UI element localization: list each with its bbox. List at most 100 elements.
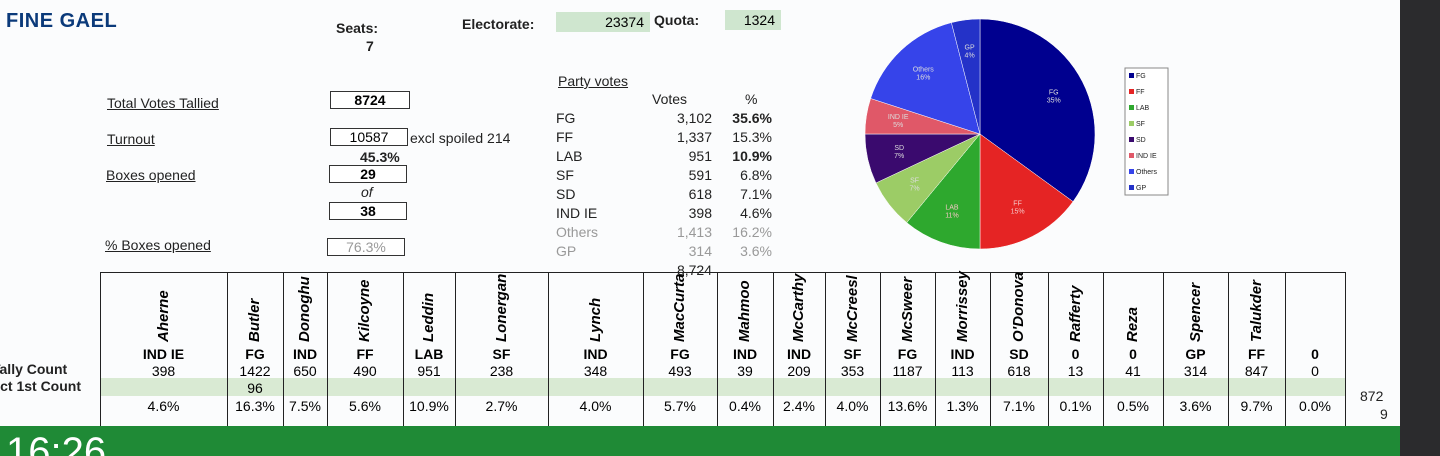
- candidate-tally: 353: [840, 363, 865, 379]
- candidate-tally: 209: [787, 363, 811, 379]
- party-votes: 314: [688, 243, 712, 259]
- party-pct: 10.9%: [732, 148, 772, 164]
- spoiled: excl spoiled 214: [410, 130, 511, 146]
- legend-swatch: [1129, 89, 1134, 94]
- candidate-name: Morrissey: [953, 271, 971, 342]
- turnout-label: Turnout: [107, 131, 155, 147]
- slice-value: 16%: [916, 74, 930, 81]
- candidate-share: 7.5%: [289, 398, 321, 414]
- candidate-party: 0: [1129, 346, 1137, 362]
- party-name: FF: [556, 129, 574, 145]
- candidate-share: 4.0%: [579, 398, 612, 414]
- candidate-share: 0.5%: [1117, 398, 1149, 414]
- slice-label: Others: [913, 66, 935, 73]
- legend-swatch: [1129, 185, 1134, 190]
- candidate-party: IND: [583, 346, 608, 362]
- pie-slice: [870, 22, 981, 135]
- legend-swatch: [1129, 153, 1134, 158]
- column-border: [100, 272, 101, 444]
- column-border: [327, 272, 328, 444]
- bezel: [1400, 0, 1440, 456]
- column-border: [1228, 272, 1229, 444]
- legend-label: FG: [1136, 73, 1146, 80]
- boxes-pct: 76.3%: [327, 238, 405, 256]
- candidate-party: FG: [897, 346, 918, 362]
- candidate-name: O'Donova: [1010, 271, 1027, 342]
- party-votes: 3,102: [676, 110, 712, 126]
- turnout-pct: 45.3%: [360, 149, 400, 165]
- candidate-party: IND IE: [142, 346, 185, 362]
- candidate-party: SF: [492, 346, 511, 362]
- slice-label: LAB: [945, 205, 959, 212]
- slice-value: 7%: [894, 153, 904, 160]
- candidate-tally: 13: [1067, 363, 1084, 379]
- party-pct: 6.8%: [740, 167, 772, 183]
- green-bar: [0, 426, 1400, 456]
- row-label: Tally Count: [0, 361, 68, 377]
- candidate-tally: 348: [583, 363, 608, 379]
- candidate-tally: 493: [668, 363, 692, 379]
- candidate-party: FG: [670, 346, 690, 362]
- column-border: [1285, 272, 1286, 444]
- party-name: IND IE: [556, 205, 598, 221]
- candidate-name: Spencer: [1186, 282, 1204, 342]
- slice-value: 35%: [1047, 97, 1061, 104]
- legend-swatch: [1129, 169, 1134, 174]
- candidate-tally: 238: [489, 363, 514, 379]
- column-border: [548, 272, 549, 444]
- candidate-party: 0: [1311, 346, 1319, 362]
- boxes-total: 38: [329, 202, 407, 220]
- candidate-name: Aherne: [154, 290, 172, 342]
- candidate-tally: 847: [1244, 363, 1269, 379]
- electorate-label: Electorate:: [462, 16, 535, 32]
- candidate-party: LAB: [414, 346, 444, 362]
- logo: FINE GAEL: [6, 10, 118, 32]
- candidate-party: FG: [245, 346, 265, 362]
- legend-label: IND IE: [1136, 153, 1157, 160]
- candidate-tally: 113: [951, 363, 974, 379]
- pie-slice: [906, 133, 981, 250]
- column-border: [935, 272, 936, 444]
- candidate-share: 2.4%: [783, 398, 815, 414]
- candidate-share: 9.7%: [1240, 398, 1273, 414]
- slice-value: 15%: [1011, 209, 1025, 216]
- electorate: 23374: [556, 12, 650, 32]
- seats: 7: [366, 38, 374, 54]
- party-pct: 35.6%: [732, 110, 772, 126]
- candidate-party: IND: [292, 346, 318, 362]
- candidate-share: 0.0%: [1299, 398, 1331, 414]
- candidate-share: 0.1%: [1059, 398, 1092, 414]
- candidate-name: McSweer: [898, 276, 916, 342]
- boxes: 29: [329, 165, 407, 183]
- candidate-tally: 398: [151, 363, 176, 379]
- party-name: Others: [556, 224, 599, 240]
- slice-label: GP: [965, 45, 975, 52]
- total-label: Total Votes Tallied: [107, 95, 219, 111]
- candidate-share: 4.6%: [147, 398, 180, 414]
- candidate-share: 16.3%: [235, 398, 275, 414]
- candidate-name: Lonergan: [492, 273, 510, 342]
- candidate-party: FF: [1247, 346, 1266, 362]
- candidate-share: 10.9%: [409, 398, 449, 414]
- candidate-tally: 314: [1183, 363, 1208, 379]
- party-votes: 951: [688, 148, 712, 164]
- candidate-share: 13.6%: [887, 398, 928, 414]
- pie-slice: [979, 133, 1074, 250]
- candidate-name: Butler: [246, 298, 263, 342]
- candidate-tally: 490: [353, 363, 377, 379]
- legend-label: Others: [1136, 169, 1158, 176]
- slice-label: SF: [910, 178, 919, 185]
- candidate-name: Lynch: [586, 297, 604, 342]
- seats-label: Seats:: [336, 20, 379, 36]
- candidate-party: FF: [356, 346, 374, 362]
- slice-value: 4%: [965, 53, 975, 60]
- party-name: GP: [556, 243, 577, 259]
- green-row: [100, 378, 1345, 396]
- party-pct: 4.6%: [740, 205, 772, 221]
- candidate-tally: 1187: [892, 363, 923, 379]
- column-border: [880, 272, 881, 444]
- of: of: [361, 184, 373, 200]
- party-votes: 618: [688, 186, 712, 202]
- column-border: [773, 272, 774, 444]
- candidate-tally: 618: [1007, 363, 1031, 379]
